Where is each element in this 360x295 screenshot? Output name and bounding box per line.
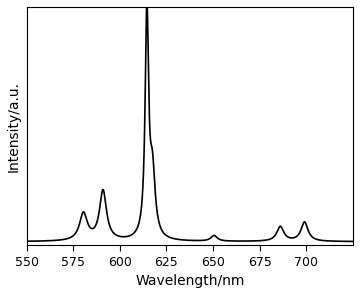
X-axis label: Wavelength/nm: Wavelength/nm: [135, 274, 244, 288]
Y-axis label: Intensity/a.u.: Intensity/a.u.: [7, 81, 21, 171]
